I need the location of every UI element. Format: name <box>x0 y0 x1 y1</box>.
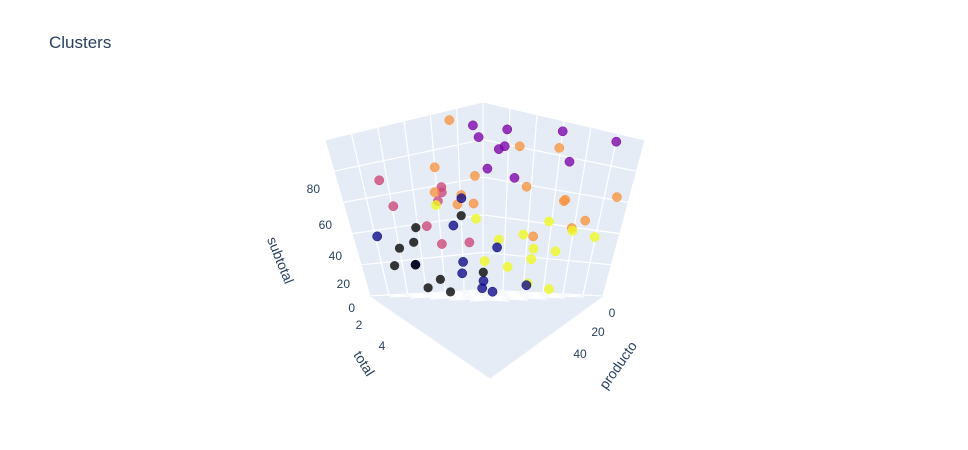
data-point[interactable] <box>390 261 399 270</box>
x-tick-40: 40 <box>573 347 587 361</box>
z-axis-title: subtotal <box>264 234 297 285</box>
data-point[interactable] <box>494 145 503 154</box>
data-point[interactable] <box>445 116 454 125</box>
data-point[interactable] <box>458 269 467 278</box>
data-point[interactable] <box>446 287 455 296</box>
y-tick-2: 2 <box>356 318 363 332</box>
data-point[interactable] <box>459 257 468 266</box>
z-tick-60: 60 <box>319 218 333 232</box>
data-point[interactable] <box>527 255 536 264</box>
data-point[interactable] <box>436 275 445 284</box>
data-point[interactable] <box>457 211 466 220</box>
data-point[interactable] <box>424 283 433 292</box>
data-point[interactable] <box>522 281 531 290</box>
data-point[interactable] <box>558 127 567 136</box>
data-point[interactable] <box>422 222 431 231</box>
data-point[interactable] <box>515 142 524 151</box>
data-point[interactable] <box>483 164 492 173</box>
data-point[interactable] <box>449 221 458 230</box>
data-point[interactable] <box>522 182 531 191</box>
x-tick-0: 0 <box>609 306 616 320</box>
data-point[interactable] <box>468 121 477 130</box>
data-point[interactable] <box>612 137 621 146</box>
data-point[interactable] <box>545 217 554 226</box>
data-point[interactable] <box>612 193 621 202</box>
data-point[interactable] <box>503 262 512 271</box>
data-point[interactable] <box>465 238 474 247</box>
x-tick-20: 20 <box>591 325 605 339</box>
z-tick-0: 0 <box>348 301 355 315</box>
data-point[interactable] <box>480 257 489 266</box>
data-point[interactable] <box>395 244 404 253</box>
data-point[interactable] <box>519 230 528 239</box>
data-point[interactable] <box>411 260 420 269</box>
data-point[interactable] <box>544 285 553 294</box>
z-tick-40: 40 <box>329 249 343 263</box>
data-point[interactable] <box>529 232 538 241</box>
data-point[interactable] <box>479 268 488 277</box>
data-point[interactable] <box>488 287 497 296</box>
x-axis-title: producto <box>596 338 640 392</box>
data-point[interactable] <box>478 284 487 293</box>
data-point[interactable] <box>409 238 418 247</box>
data-point[interactable] <box>565 157 574 166</box>
data-point[interactable] <box>389 202 398 211</box>
data-point[interactable] <box>411 223 420 232</box>
data-point[interactable] <box>470 171 479 180</box>
data-point[interactable] <box>510 173 519 182</box>
data-point[interactable] <box>430 163 439 172</box>
data-point[interactable] <box>551 247 560 256</box>
data-point[interactable] <box>430 188 439 197</box>
data-point[interactable] <box>581 216 590 225</box>
data-point[interactable] <box>471 214 480 223</box>
data-point[interactable] <box>568 226 577 235</box>
data-point[interactable] <box>474 133 483 142</box>
y-tick-4: 4 <box>379 339 386 353</box>
y-axis-title: total <box>350 348 378 379</box>
data-point[interactable] <box>373 232 382 241</box>
wall-floor <box>370 290 603 378</box>
data-point[interactable] <box>431 201 440 210</box>
data-point[interactable] <box>559 197 568 206</box>
z-tick-20: 20 <box>337 277 351 291</box>
data-point[interactable] <box>493 243 502 252</box>
z-tick-80: 80 <box>307 182 321 196</box>
data-point[interactable] <box>555 143 564 152</box>
data-point[interactable] <box>590 232 599 241</box>
data-point[interactable] <box>503 125 512 134</box>
data-point[interactable] <box>457 194 466 203</box>
data-point[interactable] <box>469 199 478 208</box>
data-point[interactable] <box>529 244 538 253</box>
data-point[interactable] <box>375 176 384 185</box>
data-point[interactable] <box>437 239 446 248</box>
